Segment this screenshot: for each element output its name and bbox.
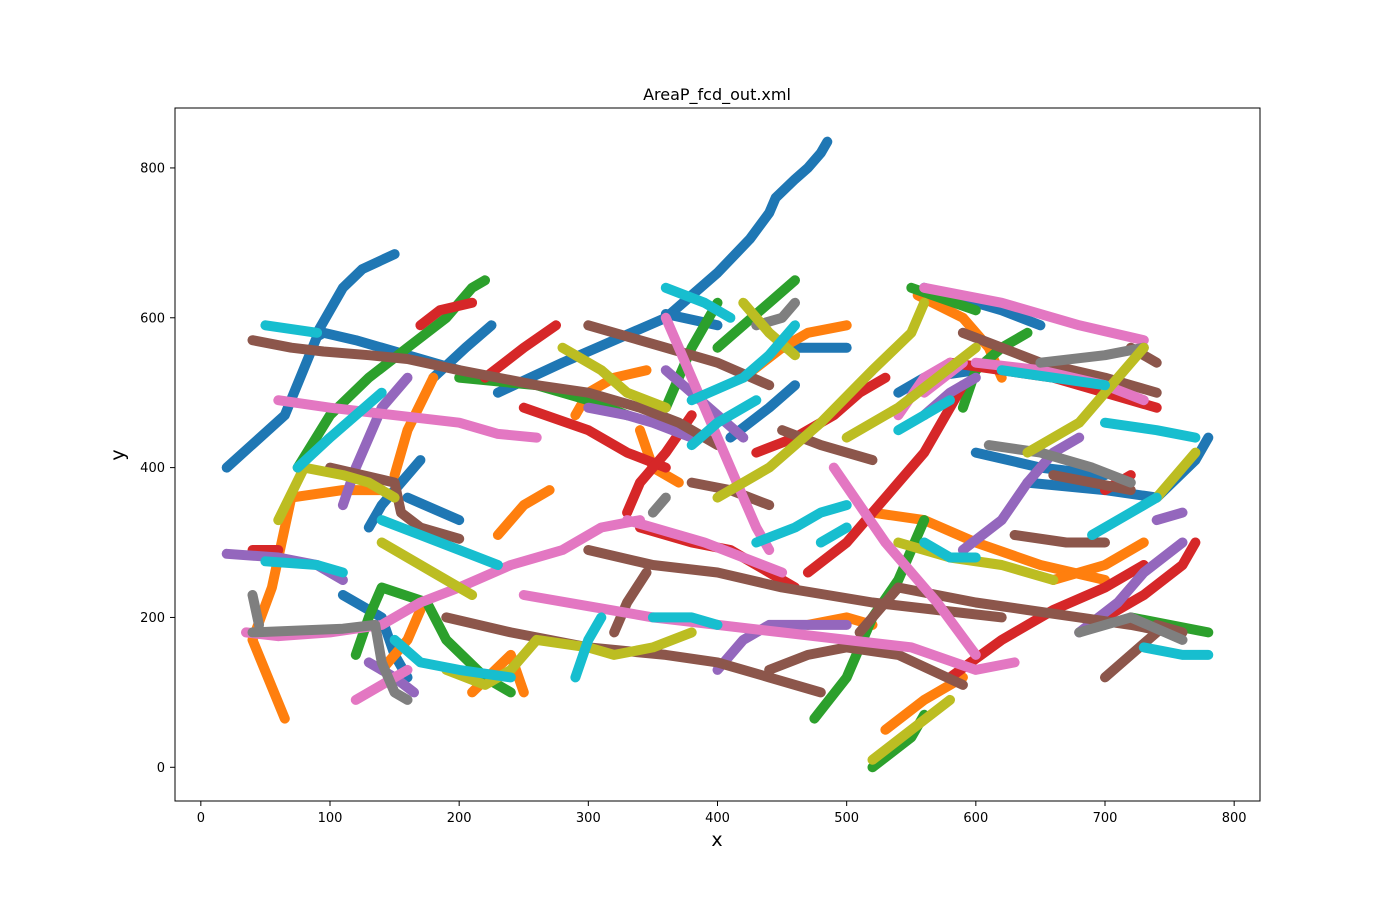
series-trajectory-90 xyxy=(1074,612,1188,645)
series-trajectory-83 xyxy=(350,664,413,705)
series-trajectory-63 xyxy=(609,567,652,638)
series-trajectory-39 xyxy=(518,402,671,473)
series-trajectory-105 xyxy=(292,387,387,473)
series-trajectory-89 xyxy=(1035,342,1149,368)
series-trajectory-115 xyxy=(815,522,852,548)
y-tick-label: 600 xyxy=(140,311,165,326)
series-trajectory-86 xyxy=(247,619,413,705)
series-trajectory-79 xyxy=(828,462,981,660)
series-trajectory-114 xyxy=(919,537,981,563)
series-trajectory-99 xyxy=(712,297,930,503)
series-trajectory-46 xyxy=(1100,537,1201,623)
x-tick-label: 600 xyxy=(963,811,988,826)
x-tick-label: 500 xyxy=(834,811,859,826)
series-trajectory-51 xyxy=(583,402,697,443)
y-tick-label: 400 xyxy=(140,461,165,476)
series-trajectory-110 xyxy=(647,612,723,630)
series-trajectory-94 xyxy=(376,537,478,600)
plot-points xyxy=(221,136,1214,773)
series-trajectory-23 xyxy=(880,672,968,735)
series-trajectory-75 xyxy=(273,395,542,443)
series-trajectory-112 xyxy=(686,395,762,451)
series-trajectory-92 xyxy=(647,492,671,518)
series-trajectory-113 xyxy=(751,500,852,548)
series-trajectory-118 xyxy=(1100,417,1201,443)
series-trajectory-55 xyxy=(957,432,1085,555)
series-trajectory-16 xyxy=(376,605,426,675)
series-trajectory-119 xyxy=(1138,642,1214,660)
series-trajectory-18 xyxy=(492,485,555,540)
series-trajectory-30 xyxy=(660,297,723,413)
series-trajectory-70 xyxy=(777,425,878,466)
series-trajectory-103 xyxy=(867,694,955,765)
series-trajectory-53 xyxy=(712,619,852,675)
series-trajectory-38 xyxy=(480,320,561,383)
series-trajectory-95 xyxy=(441,627,697,690)
series-trajectory-97 xyxy=(738,297,800,361)
series-trajectory-101 xyxy=(1022,342,1149,458)
series-trajectory-77 xyxy=(518,590,1020,675)
y-tick-label: 0 xyxy=(157,761,165,776)
series-trajectory-117 xyxy=(1087,492,1162,540)
x-tick-label: 800 xyxy=(1222,811,1247,826)
x-tick-label: 200 xyxy=(447,811,472,826)
series-trajectory-60 xyxy=(325,462,465,544)
series-trajectory-72 xyxy=(1009,530,1110,548)
x-tick-label: 100 xyxy=(318,811,343,826)
series-trajectory-85 xyxy=(660,312,775,555)
series-trajectory-87 xyxy=(247,590,264,630)
y-tick-label: 800 xyxy=(140,161,165,176)
series-trajectory-27 xyxy=(292,275,490,473)
series-trajectory-65 xyxy=(764,642,968,690)
series-trajectory-106 xyxy=(376,515,503,570)
series-trajectory-68 xyxy=(1100,627,1162,683)
x-axis-ticks: 0 100 200 300 400 500 600 700 800 xyxy=(197,801,1247,826)
series-trajectory-108 xyxy=(389,634,516,683)
series-trajectory-109 xyxy=(570,612,607,683)
series-trajectory-120 xyxy=(893,395,955,436)
series-trajectory-102 xyxy=(1151,447,1201,503)
y-axis-ticks: 0 200 400 600 800 xyxy=(140,161,175,776)
series-trajectory-57 xyxy=(1151,507,1188,526)
y-axis-label: y xyxy=(107,449,129,460)
series-trajectory-98 xyxy=(841,342,981,443)
series-trajectory-116 xyxy=(996,365,1110,391)
series-trajectory-88 xyxy=(983,440,1136,488)
y-tick-label: 200 xyxy=(140,611,165,626)
x-axis-label: x xyxy=(711,829,722,851)
series-trajectory-34 xyxy=(957,327,1033,413)
series-trajectory-104 xyxy=(260,320,323,338)
series-trajectory-19 xyxy=(570,365,652,421)
series-trajectory-66 xyxy=(854,582,1175,638)
x-tick-label: 300 xyxy=(576,811,601,826)
series-trajectory-59 xyxy=(247,335,723,451)
series-trajectory-4 xyxy=(337,590,413,683)
series-trajectory-1 xyxy=(312,249,400,338)
series-trajectory-96 xyxy=(557,342,671,413)
series-trajectory-93 xyxy=(273,462,400,526)
series-trajectory-8 xyxy=(725,380,800,443)
series-trajectory-31 xyxy=(712,275,800,353)
chart-title: AreaP_fcd_out.xml xyxy=(643,85,791,105)
series-trajectory-25 xyxy=(1048,537,1149,585)
x-tick-label: 700 xyxy=(1093,811,1118,826)
series-trajectory-78 xyxy=(622,515,788,578)
series-trajectory-71 xyxy=(1048,470,1136,496)
x-tick-label: 400 xyxy=(705,811,730,826)
series-trajectory-107 xyxy=(260,556,348,578)
series-trajectory-111 xyxy=(686,320,800,406)
series-trajectory-6 xyxy=(402,492,465,526)
series-trajectory-15 xyxy=(389,372,439,481)
series-trajectory-82 xyxy=(919,282,1149,346)
series-trajectory-121 xyxy=(660,282,736,323)
x-tick-label: 0 xyxy=(197,811,205,826)
series-trajectory-61 xyxy=(441,612,826,698)
series-trajectory-37 xyxy=(415,297,478,331)
